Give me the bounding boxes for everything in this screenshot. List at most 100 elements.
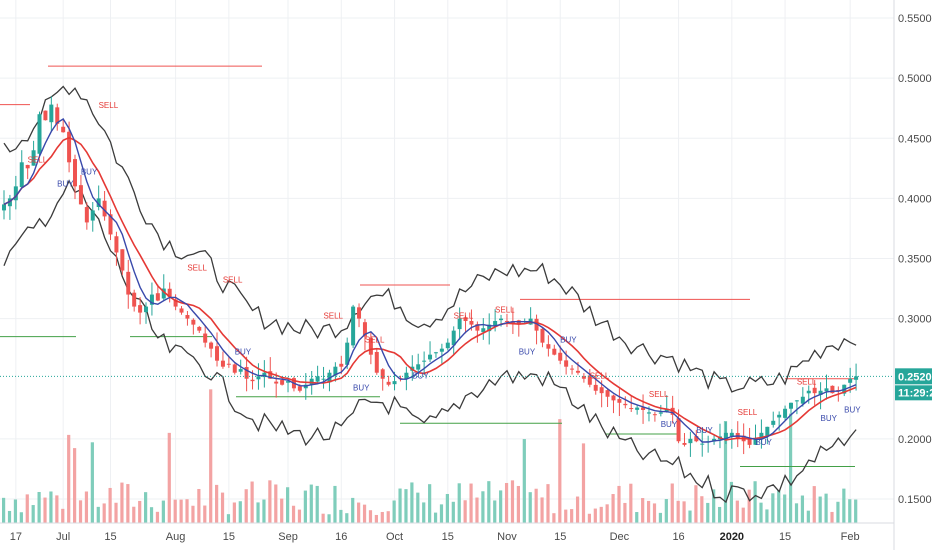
candle-body (37, 114, 42, 154)
last-price-badge (895, 368, 932, 385)
candle-body (433, 352, 438, 354)
candle-body (729, 432, 734, 437)
candle-body (581, 376, 586, 379)
time-tick-label: Feb (841, 531, 860, 543)
candle-body (262, 372, 267, 378)
candle-body (197, 326, 202, 331)
buy-signal-label: BUY (560, 336, 577, 345)
moving-averages (3, 118, 857, 443)
candle-body (61, 126, 66, 133)
volume-bar (765, 509, 769, 523)
volume-bar (280, 498, 284, 523)
volume-bar (345, 513, 349, 523)
volume-bar (759, 502, 763, 523)
sell-signal-label: SELL (365, 336, 385, 345)
candle-body (149, 294, 154, 305)
slow-ma-line (3, 136, 857, 441)
volume-bar (623, 502, 627, 523)
time-tick-label: Aug (166, 531, 186, 543)
sell-signal-label: SELL (738, 408, 758, 417)
candle-body (173, 299, 178, 307)
volume-bar (457, 483, 461, 523)
volume-bar (173, 499, 177, 523)
candle-body (209, 342, 214, 349)
candle-body (629, 408, 634, 410)
volume-bar (475, 497, 479, 523)
candle-body (747, 439, 752, 445)
volume-bar (747, 489, 751, 523)
volume-bar (102, 503, 106, 523)
candle-body (617, 399, 622, 403)
volume-bar (226, 514, 231, 523)
volume-bar (836, 501, 840, 523)
sell-signal-label: SELL (590, 372, 610, 381)
candle-body (854, 376, 859, 380)
volume-bar (250, 481, 254, 523)
candle-body (161, 288, 166, 299)
volume-bar (564, 509, 568, 523)
volume-bar (297, 509, 302, 523)
sell-signal-label: SELL (797, 378, 817, 387)
volume-bar (149, 507, 154, 523)
candle-body (333, 366, 338, 376)
volume-bar (800, 495, 805, 523)
volume-bar (274, 484, 278, 523)
volume-bar (481, 491, 485, 523)
volume-bar (854, 499, 858, 523)
volume-bar (138, 500, 142, 523)
volume-bar (605, 504, 609, 523)
candle-body (96, 198, 101, 208)
volume-bar (416, 492, 420, 523)
candle-body (138, 305, 143, 313)
candle-body (274, 381, 279, 384)
buy-signal-label: BUY (844, 405, 861, 414)
candle-body (286, 381, 291, 383)
volume-bar (788, 413, 793, 523)
volume-bar (315, 485, 319, 523)
candle-body (475, 324, 480, 331)
volume-bar (215, 484, 219, 523)
candle-body (723, 432, 728, 440)
candle-body (31, 150, 36, 166)
candle-body (368, 337, 373, 355)
volume-bar (31, 505, 35, 523)
candle-body (416, 364, 421, 370)
candle-body (504, 320, 509, 322)
volume-bar (238, 501, 242, 523)
candle-body (126, 271, 131, 295)
volume-bar (735, 500, 739, 523)
volume-bar (368, 510, 373, 523)
volume-bar (167, 432, 171, 523)
candle-body (788, 402, 793, 409)
volume-bar (824, 493, 828, 523)
candle-body (90, 210, 95, 221)
volume-bar (635, 512, 639, 523)
volume-bar (522, 439, 526, 523)
buy-signal-label: BUY (81, 167, 98, 176)
candle-body (25, 164, 30, 169)
volume-bar (794, 503, 799, 523)
candle-body (280, 380, 285, 385)
volume-bar (451, 501, 455, 523)
candle-body (694, 436, 699, 442)
candle-body (19, 162, 24, 188)
candle-body (652, 414, 657, 416)
volume-bar (646, 500, 651, 523)
candle-body (179, 308, 184, 313)
volume-bar (108, 487, 112, 523)
candle-body (481, 328, 486, 333)
volume-bar (581, 443, 586, 523)
candle-body (7, 198, 12, 207)
volume-bar (528, 492, 532, 523)
volume-bar (380, 511, 384, 523)
volume-bar (753, 481, 757, 523)
volume-bar (120, 482, 124, 523)
volume-bar (641, 498, 645, 523)
volume-bar (670, 483, 674, 523)
volume-bar (552, 513, 556, 523)
time-tick-label: Nov (497, 531, 517, 543)
candle-body (2, 204, 6, 211)
